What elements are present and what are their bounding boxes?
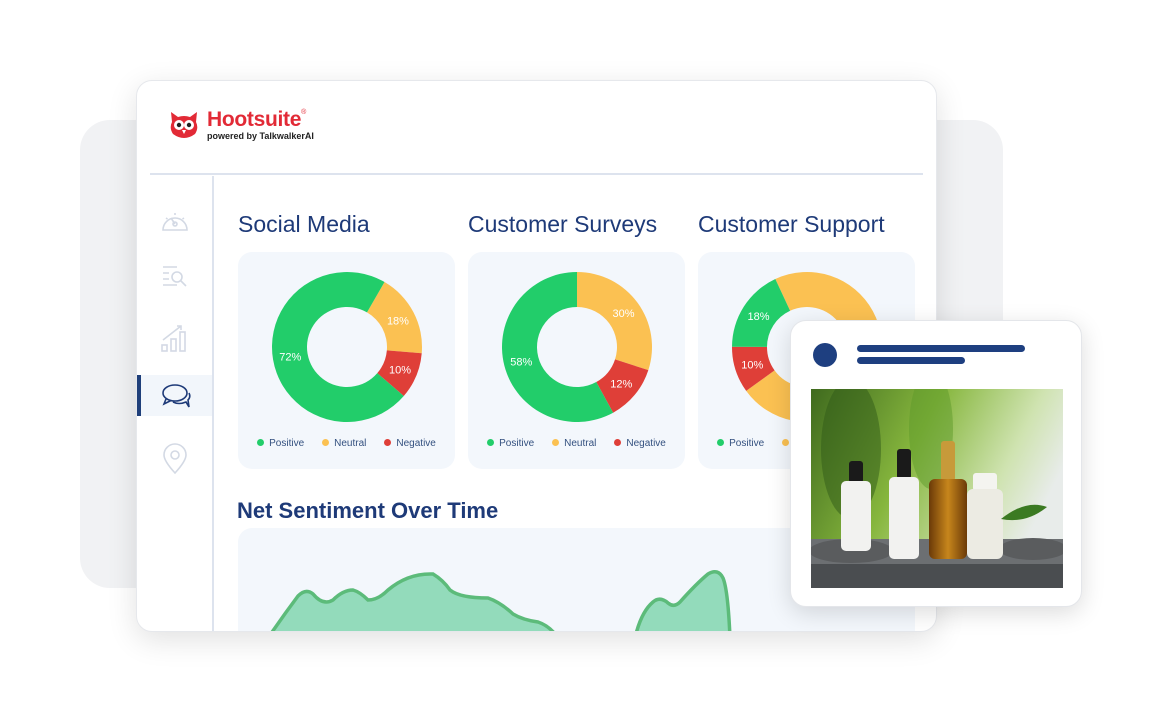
brand-tagline: powered by TalkwalkerAI <box>207 131 314 141</box>
net-sentiment-area-1 <box>270 572 555 631</box>
legend-dot-icon <box>614 439 622 446</box>
legend-dot-icon <box>257 439 265 446</box>
donut-segment-positive <box>272 272 404 422</box>
brand-name: Hootsuite <box>207 108 302 131</box>
legend-item-neutral: Neutral <box>322 438 366 449</box>
header-divider <box>150 173 923 175</box>
donut-label-positive: 18% <box>748 311 770 323</box>
legend-label: Neutral <box>334 438 367 449</box>
sidebar-item-analytics[interactable] <box>137 317 212 358</box>
donut-label-neutral: 30% <box>613 308 635 320</box>
legend-label: Negative <box>396 438 436 449</box>
legend-dot-icon <box>322 439 330 446</box>
legend-label: Negative <box>626 438 666 449</box>
legend-dot-icon <box>782 439 790 446</box>
registered-mark: ® <box>301 109 307 116</box>
legend-dot-icon <box>384 439 392 446</box>
post-author-placeholder <box>857 345 1025 352</box>
owl-logo-icon <box>170 112 198 138</box>
dashboard-gauge-icon <box>161 212 188 231</box>
skincare-bottles-photo <box>811 389 1063 588</box>
legend-dot-icon <box>487 439 495 446</box>
donut-label-negative: 10% <box>389 364 411 376</box>
donut-legend: Positive Neutral Negative <box>468 438 685 449</box>
donut-label-negative: 10% <box>741 360 763 372</box>
analytics-growth-icon <box>160 324 186 352</box>
sidebar-item-dashboard[interactable] <box>137 200 212 241</box>
post-meta-placeholder <box>857 357 965 364</box>
legend-item-positive: Positive <box>257 438 304 449</box>
legend-label: Neutral <box>564 438 597 449</box>
legend-dot-icon <box>717 439 725 446</box>
donut-label-positive: 58% <box>510 356 532 368</box>
legend-label: Positive <box>499 438 535 449</box>
sidebar-item-locations[interactable] <box>137 438 212 479</box>
legend-item-positive: Positive <box>717 438 764 449</box>
chart-title-customer-support: Customer Support <box>698 211 885 237</box>
search-list-icon <box>162 265 187 287</box>
net-sentiment-title: Net Sentiment Over Time <box>237 498 499 523</box>
legend-item-positive: Positive <box>487 438 534 449</box>
chart-title-customer-surveys: Customer Surveys <box>468 211 658 237</box>
donut-segment-negative <box>377 350 422 397</box>
net-sentiment-area-2 <box>634 570 732 631</box>
donut-segment-neutral <box>577 272 652 371</box>
donut-label-positive: 72% <box>279 352 301 364</box>
legend-item-neutral: Neutral <box>552 438 596 449</box>
sidebar-item-conversations[interactable] <box>137 375 212 416</box>
hootsuite-logo: Hootsuite® powered by TalkwalkerAI <box>167 109 314 141</box>
donut-card-social-media: 18% 10% 72% Positive Neutral Negative <box>238 252 455 469</box>
social-post-card[interactable] <box>790 320 1082 607</box>
donut-card-customer-surveys: 30% 12% 58% Positive Neutral Negative <box>468 252 685 469</box>
donut-segment-neutral <box>367 282 422 354</box>
legend-item-negative: Negative <box>384 438 436 449</box>
legend-label: Positive <box>269 438 305 449</box>
post-avatar <box>813 343 837 367</box>
legend-dot-icon <box>552 439 560 446</box>
sidebar-divider <box>212 176 214 631</box>
legend-item-negative: Negative <box>614 438 666 449</box>
donut-segment-negative <box>732 346 775 391</box>
location-pin-icon <box>162 442 187 474</box>
donut-label-neutral: 18% <box>387 315 409 327</box>
donut-segment-positive <box>502 272 614 422</box>
sidebar-item-search[interactable] <box>137 256 212 297</box>
chat-bubbles-icon <box>161 383 191 407</box>
post-image <box>811 389 1063 588</box>
chart-title-social-media: Social Media <box>238 211 370 237</box>
donut-segment-negative <box>596 359 649 413</box>
legend-label: Positive <box>729 438 765 449</box>
donut-legend: Positive Neutral Negative <box>238 438 455 449</box>
donut-label-negative: 12% <box>610 379 632 391</box>
donut-segment-positive <box>732 279 791 347</box>
